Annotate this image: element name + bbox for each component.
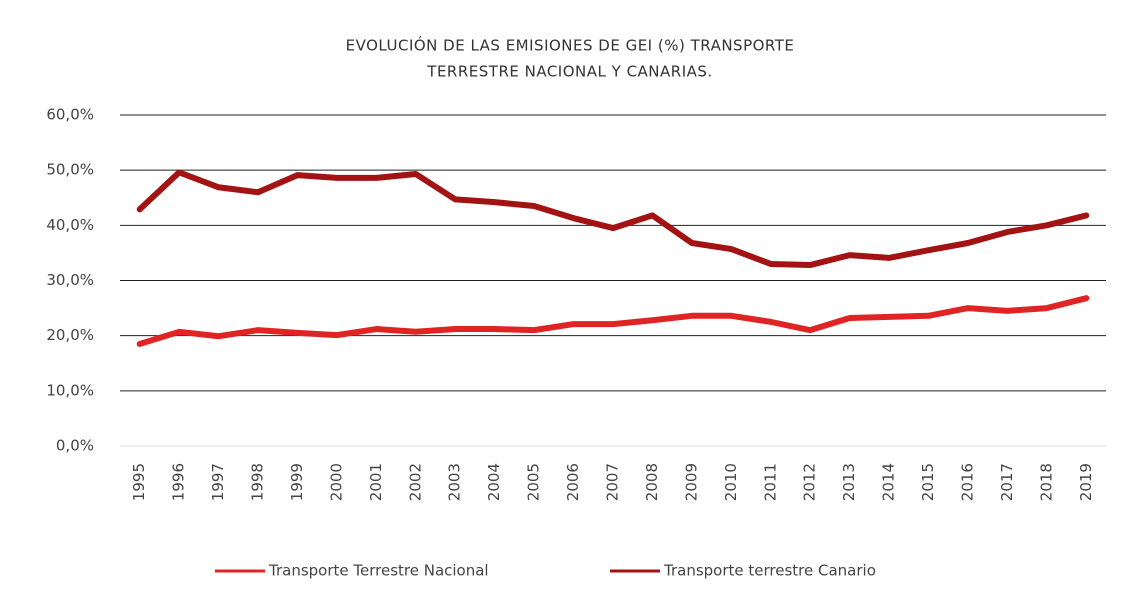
x-tick-label: 2007 bbox=[604, 463, 622, 501]
legend-label: Transporte terrestre Canario bbox=[663, 562, 876, 580]
x-tick-label: 2016 bbox=[958, 463, 976, 501]
x-tick-label: 1999 bbox=[288, 463, 306, 501]
chart-title: TERRESTRE NACIONAL Y CANARIAS. bbox=[426, 63, 712, 81]
y-tick-label: 30,0% bbox=[46, 271, 94, 289]
x-tick-label: 2018 bbox=[1037, 463, 1055, 501]
x-tick-label: 2013 bbox=[840, 463, 858, 501]
x-tick-label: 2003 bbox=[446, 463, 464, 501]
x-tick-label: 2011 bbox=[761, 463, 779, 501]
legend-label: Transporte Terrestre Nacional bbox=[268, 562, 489, 580]
y-tick-label: 0,0% bbox=[56, 437, 94, 455]
x-tick-label: 1996 bbox=[170, 463, 188, 501]
x-tick-label: 2000 bbox=[327, 463, 345, 501]
y-tick-label: 50,0% bbox=[46, 161, 94, 179]
line bbox=[136, 295, 1090, 347]
x-tick-label: 1995 bbox=[130, 463, 148, 501]
x-tick-label: 2008 bbox=[643, 463, 661, 501]
y-tick-label: 20,0% bbox=[46, 326, 94, 344]
x-tick-label: 2017 bbox=[998, 463, 1016, 501]
x-tick-label: 2010 bbox=[722, 463, 740, 501]
x-tick-label: 2002 bbox=[406, 463, 424, 501]
line bbox=[136, 169, 1090, 269]
y-tick-label: 10,0% bbox=[46, 381, 94, 399]
x-tick-label: 2012 bbox=[801, 463, 819, 501]
y-tick-label: 40,0% bbox=[46, 216, 94, 234]
y-tick-label: 60,0% bbox=[46, 106, 94, 124]
x-tick-label: 2001 bbox=[367, 463, 385, 501]
chart-title: EVOLUCIÓN DE LAS EMISIONES DE GEI (%) TR… bbox=[346, 36, 795, 55]
x-tick-label: 2015 bbox=[919, 463, 937, 501]
x-tick-label: 2006 bbox=[564, 463, 582, 501]
x-tick-label: 2019 bbox=[1077, 463, 1095, 501]
x-tick-label: 1997 bbox=[209, 463, 227, 501]
x-tick-label: 2014 bbox=[880, 463, 898, 501]
x-tick-label: 2009 bbox=[682, 463, 700, 501]
x-tick-label: 1998 bbox=[249, 463, 267, 501]
x-tick-label: 2004 bbox=[485, 463, 503, 501]
x-tick-label: 2005 bbox=[525, 463, 543, 501]
